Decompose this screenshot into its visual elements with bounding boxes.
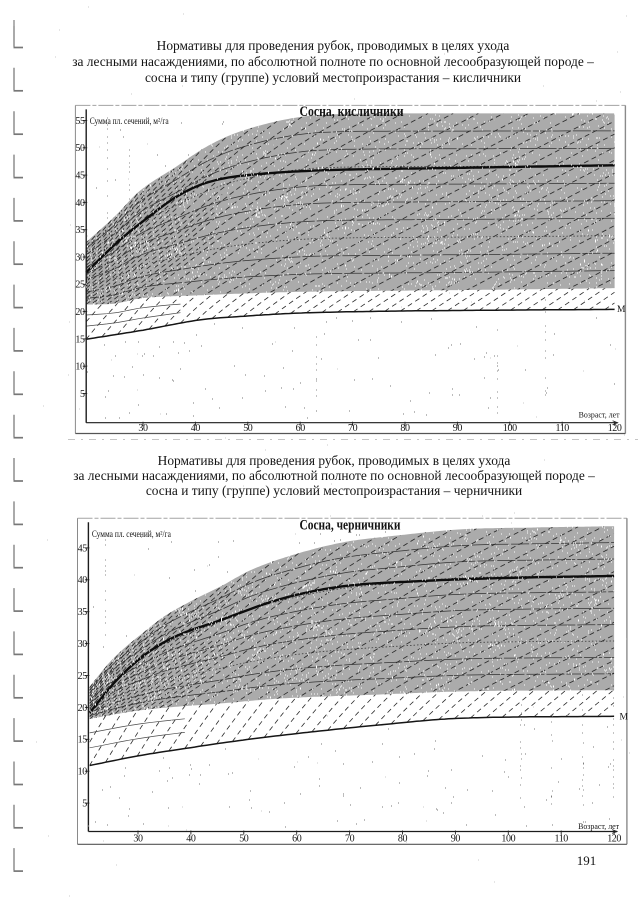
svg-text:15: 15 <box>75 334 85 345</box>
svg-text:35: 35 <box>75 225 85 236</box>
svg-text:45: 45 <box>78 543 88 554</box>
svg-text:50: 50 <box>243 423 253 434</box>
svg-text:50: 50 <box>75 143 85 154</box>
svg-text:100: 100 <box>503 423 517 434</box>
svg-text:20: 20 <box>75 307 85 318</box>
svg-text:Нормативы для проведения рубок: Нормативы для проведения рубок, проводим… <box>157 38 510 53</box>
svg-text:45: 45 <box>75 171 85 182</box>
svg-text:120: 120 <box>607 833 621 844</box>
svg-text:5: 5 <box>82 799 87 810</box>
svg-text:110: 110 <box>554 833 568 844</box>
svg-text:10: 10 <box>78 767 88 778</box>
svg-text:50: 50 <box>239 833 249 844</box>
svg-text:35: 35 <box>78 607 88 618</box>
svg-text:М: М <box>617 305 626 315</box>
svg-text:Возраст, лет: Возраст, лет <box>579 411 620 420</box>
svg-text:60: 60 <box>296 423 306 434</box>
svg-text:за лесными насаждениями, по аб: за лесными насаждениями, по абсолютной п… <box>73 468 595 483</box>
svg-text:40: 40 <box>191 423 201 434</box>
svg-text:100: 100 <box>501 833 515 844</box>
svg-text:сосна и типу (группе) условий: сосна и типу (группе) условий местопроиз… <box>145 70 521 85</box>
svg-text:55: 55 <box>75 116 85 127</box>
svg-text:60: 60 <box>292 833 302 844</box>
svg-text:80: 80 <box>400 423 410 434</box>
svg-text:М: М <box>620 713 629 723</box>
svg-text:Сумма пл. сечений, м²/га: Сумма пл. сечений, м²/га <box>90 116 169 126</box>
svg-text:70: 70 <box>348 423 358 434</box>
svg-text:сосна и типу (группе) условий: сосна и типу (группе) условий местопроиз… <box>146 483 522 498</box>
svg-text:30: 30 <box>138 423 148 434</box>
svg-text:Сумма пл. сечений, м²/га: Сумма пл. сечений, м²/га <box>92 529 171 539</box>
svg-text:25: 25 <box>78 671 88 682</box>
svg-text:5: 5 <box>80 389 85 400</box>
svg-text:30: 30 <box>75 252 85 263</box>
svg-text:15: 15 <box>78 735 88 746</box>
svg-text:40: 40 <box>186 833 196 844</box>
svg-text:10: 10 <box>75 362 85 373</box>
svg-text:40: 40 <box>75 198 85 209</box>
svg-text:Сосна, черничники: Сосна, черничники <box>300 518 401 534</box>
svg-text:90: 90 <box>453 423 463 434</box>
svg-text:90: 90 <box>451 833 461 844</box>
svg-text:20: 20 <box>78 703 88 714</box>
svg-text:40: 40 <box>78 575 88 586</box>
svg-text:Сосна, кисличники: Сосна, кисличники <box>300 104 404 120</box>
svg-text:70: 70 <box>345 833 355 844</box>
svg-text:191: 191 <box>577 853 597 868</box>
svg-text:110: 110 <box>555 423 569 434</box>
svg-text:30: 30 <box>133 833 143 844</box>
svg-text:120: 120 <box>608 423 622 434</box>
svg-text:Нормативы для проведения рубок: Нормативы для проведения рубок, проводим… <box>158 453 511 468</box>
svg-text:80: 80 <box>398 833 408 844</box>
svg-text:за лесными насаждениями, по аб: за лесными насаждениями, по абсолютной п… <box>72 54 594 69</box>
svg-text:25: 25 <box>75 280 85 291</box>
svg-text:30: 30 <box>78 639 88 650</box>
svg-text:Возраст, лет: Возраст, лет <box>578 822 619 831</box>
